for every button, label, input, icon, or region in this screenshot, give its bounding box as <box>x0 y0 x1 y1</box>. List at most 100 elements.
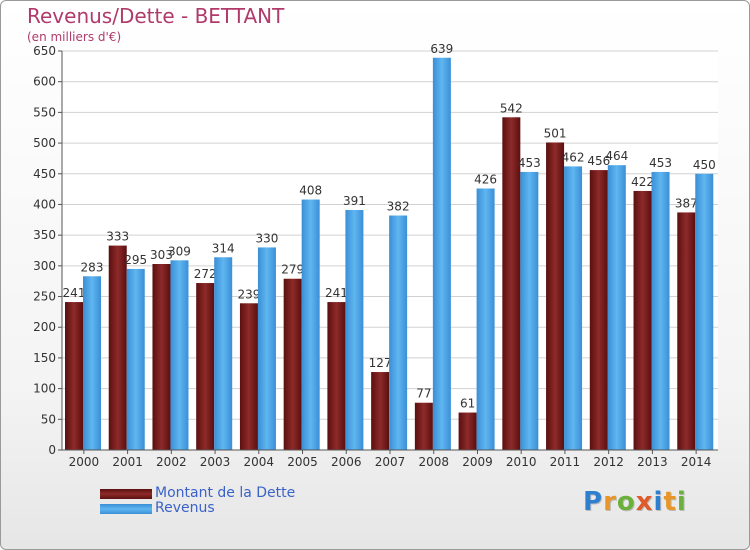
y-tick-label: 650 <box>33 44 56 58</box>
chart-title: Revenus/Dette - BETTANT <box>27 4 285 28</box>
x-tick-label-2003: 2003 <box>200 455 231 469</box>
bar-revenue-2011 <box>564 166 583 450</box>
y-tick-label: 400 <box>33 197 56 211</box>
y-tick-label: 500 <box>33 136 56 150</box>
bar-debt-label-2012: 456 <box>587 154 610 168</box>
x-tick-label-2013: 2013 <box>637 455 668 469</box>
bar-debt-label-2003: 272 <box>194 267 217 281</box>
bar-revenue-label-2013: 453 <box>649 156 672 170</box>
bar-revenue-label-2003: 314 <box>212 241 235 255</box>
bar-revenue-2014 <box>695 173 714 450</box>
x-tick-label-2007: 2007 <box>375 455 406 469</box>
legend-item-debt: Montant de la Dette <box>100 485 400 502</box>
bar-debt-2014 <box>677 212 696 450</box>
bar-revenue-2003 <box>214 257 233 450</box>
x-tick-label-2002: 2002 <box>156 455 187 469</box>
y-tick-label: 250 <box>33 290 56 304</box>
bar-debt-label-2010: 542 <box>500 101 523 115</box>
y-tick-label: 300 <box>33 259 56 273</box>
bar-revenue-2012 <box>607 165 626 450</box>
bar-revenue-label-2005: 408 <box>299 184 322 198</box>
bar-revenue-label-2014: 450 <box>693 158 716 172</box>
bar-debt-label-2011: 501 <box>544 126 567 140</box>
bar-revenue-label-2012: 464 <box>605 149 628 163</box>
x-tick-label-2011: 2011 <box>550 455 581 469</box>
legend-item-revenue: Revenus <box>100 500 400 517</box>
bar-revenue-label-2010: 453 <box>518 156 541 170</box>
bar-debt-label-2014: 387 <box>675 196 698 210</box>
bar-revenue-2009 <box>476 188 495 451</box>
bar-revenue-2005 <box>301 199 320 450</box>
y-tick-label: 550 <box>33 105 56 119</box>
bar-revenue-label-2007: 382 <box>387 200 410 214</box>
bar-revenue-label-2000: 283 <box>81 260 104 274</box>
bar-debt-label-2009: 61 <box>460 397 475 411</box>
bar-revenue-label-2002: 309 <box>168 244 191 258</box>
x-tick-label-2000: 2000 <box>69 455 100 469</box>
legend-label-revenue: Revenus <box>155 500 215 516</box>
bar-debt-label-2007: 127 <box>369 356 392 370</box>
x-tick-label-2005: 2005 <box>287 455 318 469</box>
bar-debt-label-2008: 77 <box>416 387 431 401</box>
bar-debt-2010 <box>502 117 521 451</box>
bar-revenue-2002 <box>170 260 189 450</box>
bar-debt-2012 <box>589 170 608 450</box>
bar-debt-label-2005: 279 <box>281 263 304 277</box>
legend-swatch-revenue <box>100 504 152 514</box>
bar-debt-label-2013: 422 <box>631 175 654 189</box>
bar-debt-2008 <box>414 402 433 450</box>
bar-revenue-2013 <box>651 171 670 451</box>
bar-debt-2007 <box>371 372 390 450</box>
bar-debt-2001 <box>108 245 127 450</box>
bar-debt-2000 <box>65 302 83 450</box>
bar-debt-2011 <box>546 142 565 450</box>
bar-debt-label-2004: 239 <box>237 287 260 301</box>
y-tick-label: 600 <box>33 75 56 89</box>
x-tick-label-2006: 2006 <box>331 455 362 469</box>
bar-debt-label-2001: 333 <box>106 230 129 244</box>
bar-revenue-2008 <box>432 57 451 450</box>
x-tick-label-2008: 2008 <box>418 455 449 469</box>
x-tick-label-2009: 2009 <box>462 455 493 469</box>
bar-revenue-label-2008: 639 <box>430 42 453 56</box>
axes: 0 50 100 150 200 250 300 350 400 450 500 550 600 650 2… <box>33 44 718 469</box>
bar-revenue-2000 <box>83 276 101 450</box>
bar-revenue-label-2004: 330 <box>255 231 278 245</box>
bar-revenue-2001 <box>126 268 145 450</box>
bar-debt-label-2000: 241 <box>63 286 86 300</box>
chart-subtitle: (en milliers d'€) <box>27 30 122 44</box>
x-tick-label-2014: 2014 <box>681 455 712 469</box>
x-tick-label-2012: 2012 <box>593 455 624 469</box>
legend-label-debt: Montant de la Dette <box>155 485 296 501</box>
x-tick-label-2004: 2004 <box>244 455 275 469</box>
bar-debt-2004 <box>239 303 258 450</box>
bar-debt-2002 <box>152 264 171 450</box>
bar-debt-2013 <box>633 190 652 451</box>
y-tick-label: 150 <box>33 351 56 365</box>
bar-debt-2005 <box>283 278 302 450</box>
bar-revenue-2006 <box>345 209 364 450</box>
y-tick-label: 50 <box>41 412 56 426</box>
proxiti-logo: Proxiti <box>583 487 687 517</box>
bar-revenue-2007 <box>389 215 408 450</box>
y-tick-label: 100 <box>33 382 56 396</box>
bar-debt-2003 <box>196 283 215 450</box>
bar-debt-2009 <box>458 412 477 450</box>
x-tick-label-2010: 2010 <box>506 455 537 469</box>
bar-debt-2006 <box>327 302 346 450</box>
bar-revenue-label-2006: 391 <box>343 194 366 208</box>
bar-debt-label-2006: 241 <box>325 286 348 300</box>
y-tick-label: 0 <box>48 443 56 457</box>
bar-revenue-label-2001: 295 <box>124 253 147 267</box>
bar-revenue-label-2009: 426 <box>474 173 497 187</box>
bar-revenue-2004 <box>257 247 276 450</box>
y-tick-label: 450 <box>33 167 56 181</box>
y-tick-label: 350 <box>33 228 56 242</box>
bar-revenue-label-2011: 462 <box>562 150 585 164</box>
y-tick-label: 200 <box>33 320 56 334</box>
legend-swatch-debt <box>100 489 152 499</box>
bar-revenue-2010 <box>520 171 539 451</box>
bar-debt-label-2002: 303 <box>150 248 173 262</box>
